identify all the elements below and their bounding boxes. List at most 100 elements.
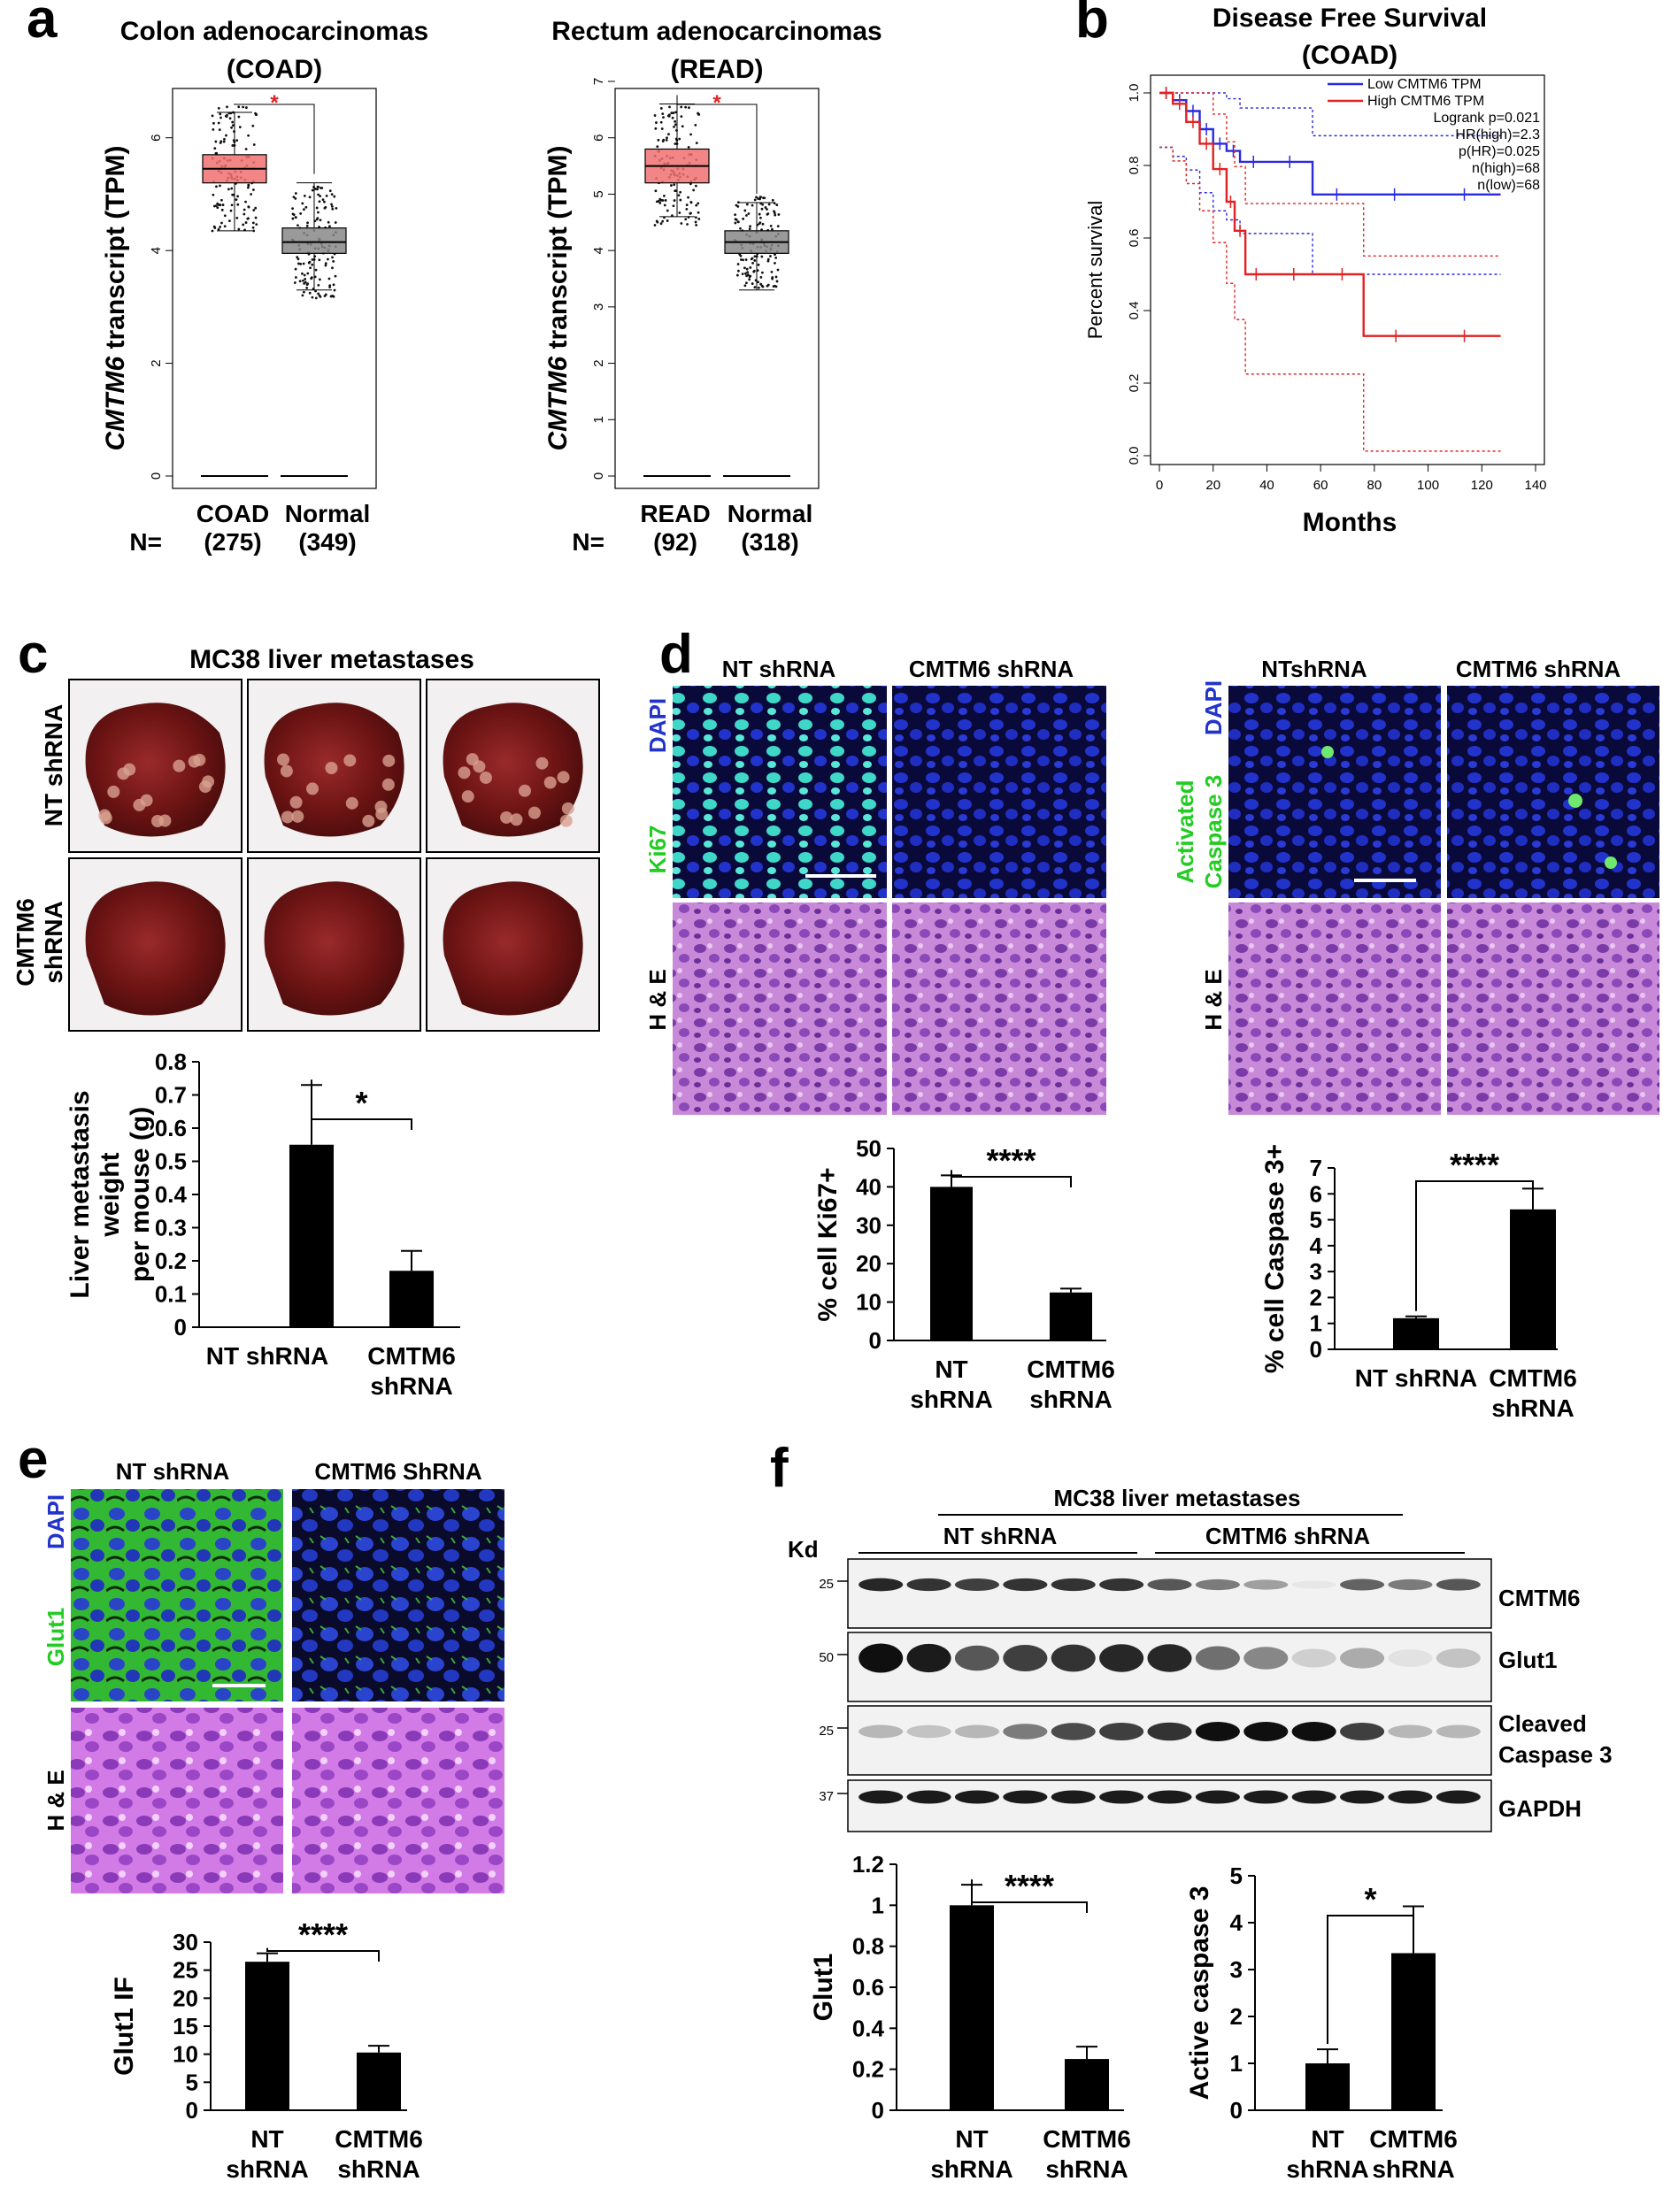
panel-a-left-point — [306, 272, 310, 275]
panel-a-right-point — [664, 199, 667, 202]
panel-a-right-point — [668, 105, 671, 109]
panel-a-right-ytick-label: 0 — [591, 472, 606, 480]
panel-a-left-point — [254, 206, 258, 210]
panel-a-right-n-label: N= — [572, 528, 604, 556]
panel-a-left-point — [252, 229, 256, 233]
f-right-ylabel: Active caspase 3 — [1185, 1886, 1214, 2101]
panel-letter-a: a — [27, 0, 58, 50]
panel-a-right-ytick-label-group: 0 — [591, 472, 606, 480]
panel-c-tumor-nodule — [289, 795, 303, 809]
panel-f-band-label: Caspase 3 — [1498, 1741, 1613, 1768]
panel-a-left-point — [235, 216, 239, 219]
panel-a-left-point — [328, 225, 331, 228]
panel-d-right-casp-cmtm6-image — [1447, 686, 1659, 898]
panel-a-left-point — [294, 196, 297, 200]
panel-a-right-point — [770, 270, 774, 273]
panel-a-left-point — [217, 227, 220, 231]
d-left-ytick-label: 20 — [856, 1250, 882, 1277]
panel-f-marker-label: 37 — [819, 1789, 834, 1804]
panel-d-right-stain-activated-group: Activated — [1172, 780, 1198, 883]
panel-d-left-ki67-cmtm6-image — [892, 686, 1106, 898]
panel-b-xtick-label: 60 — [1313, 478, 1328, 493]
panel-d-left-he-label-group: H & E — [644, 969, 671, 1030]
panel-a-right-point — [745, 281, 748, 285]
panel-a-left-point — [294, 267, 297, 271]
panel-a-left-point — [303, 273, 306, 277]
panel-a-right-point — [655, 200, 658, 204]
panel-a-left-point — [246, 186, 250, 189]
panel-a-left-point — [296, 224, 299, 227]
panel-a-right-point — [658, 201, 662, 204]
panel-a-right-point — [674, 189, 678, 193]
panel-f-band — [1291, 1648, 1336, 1668]
d-right-sig: **** — [1450, 1147, 1499, 1183]
panel-a-left-point — [314, 188, 317, 190]
d-left-sig-bracket — [951, 1170, 1072, 1187]
panel-a-left-point — [309, 266, 312, 270]
c-ytick-label: 0.6 — [155, 1115, 187, 1141]
panel-a-right-title: Rectum adenocarcinomas — [551, 17, 882, 46]
c-sig-bracket — [311, 1079, 412, 1130]
panel-b-ci-line — [1159, 92, 1501, 257]
panel-e-col-label: NT shRNA — [116, 1458, 230, 1485]
panel-f-band — [1099, 1578, 1144, 1592]
panel-a-left-point — [327, 277, 331, 280]
f-left-ytick-label: 0 — [872, 2097, 884, 2124]
f-left-ytick-label: 0.2 — [852, 2056, 884, 2083]
panel-c-tumor-nodule — [343, 754, 357, 767]
panel-a-right-ytick-label-group: 2 — [591, 359, 606, 366]
panel-a-right-point — [685, 204, 689, 206]
panel-d-right-he-nt-image — [1228, 902, 1441, 1115]
panel-a-right-point — [774, 262, 776, 265]
panel-a-left-point — [332, 295, 335, 298]
panel-d-left-he-label: H & E — [644, 969, 671, 1030]
panel-a-left-point — [211, 229, 214, 233]
c-ylabel-group: weight — [96, 1152, 125, 1237]
panel-a-left-point — [294, 192, 297, 195]
panel-b-xtick-label: 80 — [1367, 478, 1382, 493]
panel-f-band — [1051, 1790, 1096, 1804]
f-right-ytick-label: 0 — [1230, 2097, 1243, 2124]
c-ytick-label: 0.4 — [155, 1181, 188, 1208]
panel-a-right-point — [737, 220, 740, 224]
panel-a-left-point — [330, 193, 334, 196]
panel-a-right-point — [695, 142, 698, 145]
panel-f-band — [1436, 1648, 1481, 1668]
panel-a-left-point — [333, 195, 336, 198]
panel-a-right-point — [759, 282, 763, 286]
panel-f-band — [1195, 1722, 1240, 1741]
panel-a-left-point — [319, 195, 322, 198]
panel-c-tumor-nodule — [527, 806, 541, 819]
panel-a-left-ytick-label-group: 2 — [149, 359, 164, 366]
panel-a-left-point — [219, 140, 223, 143]
f-left-ylabel: Glut1 — [809, 1954, 838, 2022]
panel-d-right-casp-positive-cell — [1605, 856, 1617, 869]
f-right-bar — [1391, 1953, 1436, 2110]
d-right-ytick-label: 6 — [1310, 1180, 1322, 1207]
panel-a-right-subtitle: (READ) — [671, 55, 764, 84]
panel-a-left-point — [254, 216, 258, 219]
panel-d-left-he-nt-image — [673, 902, 887, 1115]
panel-a-right-ytick-label-group: 3 — [591, 303, 606, 311]
f-left-ytick-label: 0.4 — [852, 2015, 885, 2041]
panel-f-band — [1436, 1578, 1481, 1591]
panel-c-tumor-nodule — [345, 796, 358, 810]
panel-a-right-point — [673, 125, 675, 128]
f-right-ytick-label: 5 — [1230, 1863, 1243, 1889]
panel-a-left-point — [254, 113, 258, 117]
panel-a-left-point — [317, 211, 320, 214]
panel-f-band — [1195, 1578, 1240, 1591]
panel-a-right-point — [692, 188, 696, 192]
panel-c-liver-photo — [443, 881, 583, 1016]
panel-a-left-point — [302, 262, 305, 265]
panel-f-band — [906, 1578, 951, 1592]
e-xtick-label: NT — [250, 2125, 283, 2153]
panel-a-left-point — [229, 209, 233, 212]
panel-b-xlabel: Months — [1303, 508, 1397, 537]
panel-d-right-stain-dapi-group: DAPI — [1200, 680, 1227, 735]
panel-c-tumor-nodule — [173, 759, 186, 772]
panel-a-right-point — [660, 198, 664, 202]
panel-b-xtick-label: 0 — [1156, 478, 1163, 493]
panel-c-tumor-nodule — [281, 810, 294, 824]
panel-a-right-point — [680, 222, 683, 225]
